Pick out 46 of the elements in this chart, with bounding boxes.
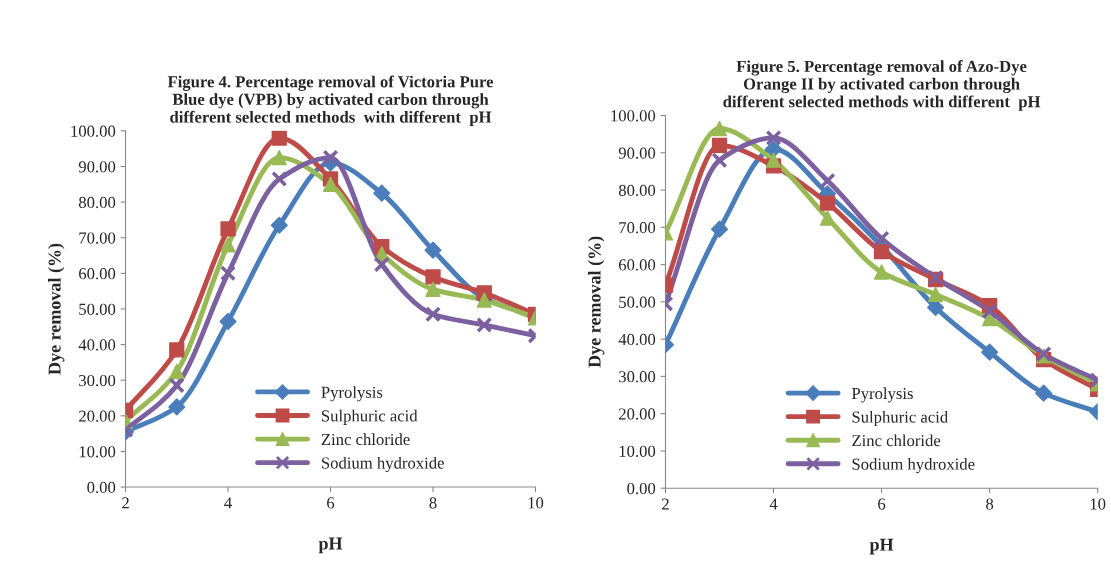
legend-label: Pyrolysis [321, 386, 383, 402]
y-tick-label: 30.00 [619, 371, 656, 383]
x-tick-label: 4 [769, 498, 778, 510]
legend-label: Zinc chloride [321, 433, 410, 446]
legend-label: Sodium hydroxide [852, 458, 975, 474]
x-tick-label: 2 [122, 497, 129, 509]
y-tick-label: 70.00 [619, 222, 656, 234]
x-tick-label: 10 [528, 497, 544, 509]
y-tick-label: 40.00 [618, 333, 656, 346]
x-tick-label: 4 [224, 497, 232, 509]
y-tick-label: 50.00 [79, 303, 116, 315]
y-axis-title: Dye removal (%) [48, 243, 65, 375]
x-tick-label: 2 [662, 498, 669, 510]
y-tick-label: 0.00 [627, 482, 656, 495]
y-tick-label: 80.00 [78, 196, 116, 209]
y-tick-label: 50.00 [619, 296, 656, 308]
y-tick-label: 90.00 [618, 147, 656, 159]
y-axis-title: Dye removal (%) [587, 236, 605, 368]
y-tick-label: 10.00 [619, 445, 656, 457]
chart-title: Figure 4. Percentage removal of Victoria Pure Blue dye (VPB) by activated carbon through different selected methods with different pH [167, 75, 494, 127]
y-tick-label: 0.00 [87, 481, 116, 494]
legend-label: Sulphuric acid [852, 410, 948, 427]
y-tick-label: 70.00 [79, 232, 116, 244]
y-tick-label: 80.00 [618, 184, 656, 197]
y-tick-label: 30.00 [79, 374, 116, 387]
y-tick-label: 40.00 [78, 339, 116, 351]
legend-label: Zinc chloride [852, 434, 941, 447]
x-axis-title: pH [318, 537, 343, 554]
y-tick-label: 100.00 [71, 125, 116, 137]
x-tick-label: 8 [986, 498, 994, 510]
y-tick-label: 20.00 [79, 410, 116, 422]
legend-label: Sulphuric acid [322, 409, 418, 425]
y-tick-label: 10.00 [79, 446, 116, 458]
y-tick-label: 20.00 [619, 408, 656, 420]
legend-label: Sodium hydroxide [322, 456, 444, 473]
x-tick-label: 10 [1090, 498, 1106, 510]
x-tick-label: 6 [327, 497, 335, 509]
x-tick-label: 6 [878, 498, 886, 510]
legend-label: Pyrolysis [851, 387, 913, 403]
x-axis-title: pH [869, 538, 894, 555]
chart-title: Figure 5. Percentage removal of Azo-Dye Orange II by activated carbon through different selected methods with different pH [723, 60, 1041, 111]
y-tick-label: 60.00 [618, 259, 656, 271]
x-tick-label: 8 [429, 497, 437, 509]
y-tick-label: 90.00 [78, 161, 116, 173]
y-tick-label: 100.00 [611, 110, 656, 122]
y-tick-label: 60.00 [79, 268, 116, 280]
